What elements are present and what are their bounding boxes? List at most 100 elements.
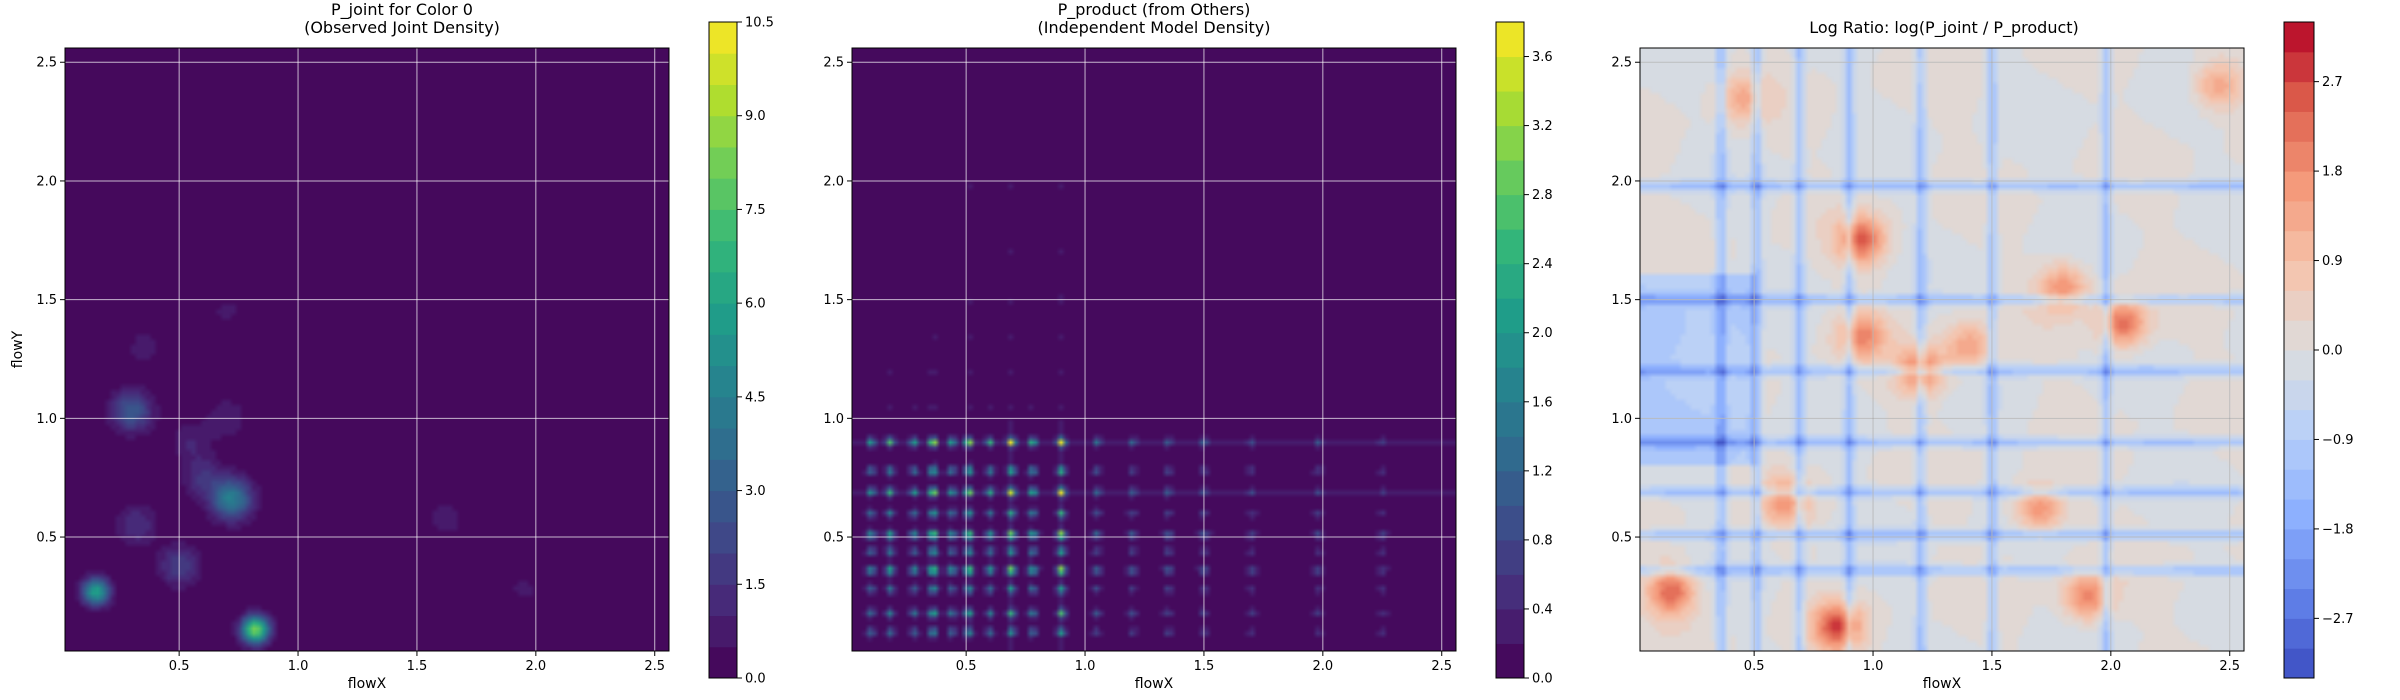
colorbar-level [1496, 436, 1524, 472]
y-tick-label: 2.5 [1611, 56, 1632, 71]
colorbar-level [709, 303, 737, 335]
colorbar-tick-label: 9.0 [745, 109, 766, 124]
colorbar-level [1496, 263, 1524, 299]
y-tick-label: 1.0 [36, 412, 57, 427]
density-map [852, 48, 1456, 651]
panel-2: 0.5 1.0 1.5 2.0 2.5 0.5 1.0 1.5 2.0 2.5 flowX P_pro… [823, 0, 1552, 692]
colorbar-tick-label: 0.4 [1532, 602, 1553, 617]
colorbar-level [709, 646, 737, 679]
axes-frame [851, 47, 1457, 652]
colorbar-tick-label: 0.0 [2322, 344, 2343, 359]
colorbar-level [2284, 618, 2314, 649]
colorbar-level [1496, 539, 1524, 575]
colorbar-tick-label: 1.2 [1532, 464, 1553, 479]
x-tick-label: 1.5 [1982, 659, 2003, 674]
colorbar-tick-label: 3.0 [745, 484, 766, 499]
x-tick-label: 2.5 [1431, 659, 1452, 674]
colorbar-tick-label: 7.5 [745, 203, 766, 218]
y-tick-label: 2.0 [1611, 174, 1632, 189]
colorbar-level [709, 615, 737, 648]
colorbar-level [709, 178, 737, 210]
colorbar-level [709, 365, 737, 398]
x-tick-label: 2.0 [1312, 659, 1333, 674]
colorbar-level [1496, 574, 1524, 610]
y-tick-label: 1.5 [36, 293, 57, 308]
x-tick-label: 0.5 [169, 659, 190, 674]
x-axis-label: flowX [348, 676, 387, 692]
colorbar-level [2284, 499, 2314, 530]
colorbar-level [2284, 528, 2314, 560]
x-axis-label: flowX [1923, 676, 1962, 692]
y-tick-label: 0.5 [36, 531, 57, 546]
colorbar-tick-label: −2.7 [2322, 612, 2354, 627]
colorbar-level [709, 584, 737, 617]
colorbar-level [709, 521, 737, 554]
colorbar-level [2284, 558, 2314, 590]
y-tick-label: 1.0 [1611, 412, 1632, 427]
colorbar-level [2284, 141, 2314, 172]
colorbar-tick-label: 2.4 [1532, 257, 1553, 272]
x-tick-label: 2.5 [2219, 659, 2240, 674]
colorbar-tick-label: 2.7 [2322, 75, 2343, 90]
chart-title: Log Ratio: log(P_joint / P_product) [1809, 18, 2079, 38]
panel-1: 0.5 1.0 1.5 2.0 2.5 0.5 1.0 1.5 2.0 2.5 flowX flowY… [10, 0, 774, 692]
axes-frame [1639, 47, 2245, 652]
colorbar-level [709, 396, 737, 429]
colorbar-level [709, 53, 737, 85]
colorbar-level [1496, 298, 1524, 334]
colorbar-level [1496, 643, 1524, 679]
colorbar-tick-label: 0.0 [745, 672, 766, 687]
colorbar-frame [1495, 21, 1525, 679]
colorbar-tick-label: 0.9 [2322, 254, 2343, 269]
colorbar-level [2284, 439, 2314, 470]
colorbar-level [709, 553, 737, 585]
x-tick-label: 2.5 [644, 659, 665, 674]
colorbar-level [2284, 230, 2314, 262]
colorbar-tick-label: 0.8 [1532, 533, 1553, 548]
colorbar-level [709, 490, 737, 523]
colorbar-level [2284, 171, 2314, 202]
colorbar-level [2284, 260, 2314, 291]
density-map [65, 48, 669, 651]
colorbar: 0.0 1.5 3.0 4.5 6.0 7.5 9.0 10.5 [708, 16, 774, 687]
y-tick-label: 1.0 [823, 412, 844, 427]
colorbar-level [2284, 320, 2314, 351]
colorbar-level [1496, 332, 1524, 368]
colorbar-level [709, 271, 737, 304]
y-tick-label: 0.5 [823, 531, 844, 546]
colorbar-level [2284, 290, 2314, 321]
colorbar-level [2284, 350, 2314, 381]
colorbar-tick-label: 3.6 [1532, 50, 1553, 65]
y-tick-label: 0.5 [1611, 531, 1632, 546]
colorbar-level [1496, 229, 1524, 265]
colorbar-frame [708, 21, 738, 679]
x-tick-label: 2.0 [525, 659, 546, 674]
x-tick-label: 1.0 [288, 659, 309, 674]
chart-title: P_joint for Color 0 (Observed Joint Densi… [304, 0, 500, 37]
colorbar-tick-label: 10.5 [745, 16, 774, 31]
colorbar-level [709, 22, 737, 54]
colorbar-level [2284, 588, 2314, 619]
colorbar-level [2284, 111, 2314, 142]
colorbar-level [1496, 125, 1524, 161]
x-tick-label: 0.5 [1744, 659, 1765, 674]
colorbar-level [709, 115, 737, 148]
colorbar-level [1496, 91, 1524, 127]
colorbar: 0.0 0.4 0.8 1.2 1.6 2.0 2.4 2.8 3.2 3.6 [1495, 21, 1553, 687]
colorbar-level [1496, 608, 1524, 644]
density-map [1640, 48, 2244, 651]
chart-title: P_product (from Others) (Independent Mode… [1038, 0, 1271, 37]
y-tick-label: 2.0 [823, 174, 844, 189]
colorbar-level [1496, 56, 1524, 92]
colorbar-tick-label: 1.5 [745, 578, 766, 593]
colorbar-level [2284, 469, 2314, 500]
colorbar-level [709, 428, 737, 460]
colorbar-tick-label: −1.8 [2322, 522, 2354, 537]
y-tick-label: 2.5 [823, 56, 844, 71]
colorbar-tick-label: 6.0 [745, 297, 766, 312]
colorbar-level [709, 209, 737, 242]
colorbar-level [2284, 648, 2314, 679]
x-tick-label: 2.0 [2100, 659, 2121, 674]
y-tick-label: 1.5 [1611, 293, 1632, 308]
